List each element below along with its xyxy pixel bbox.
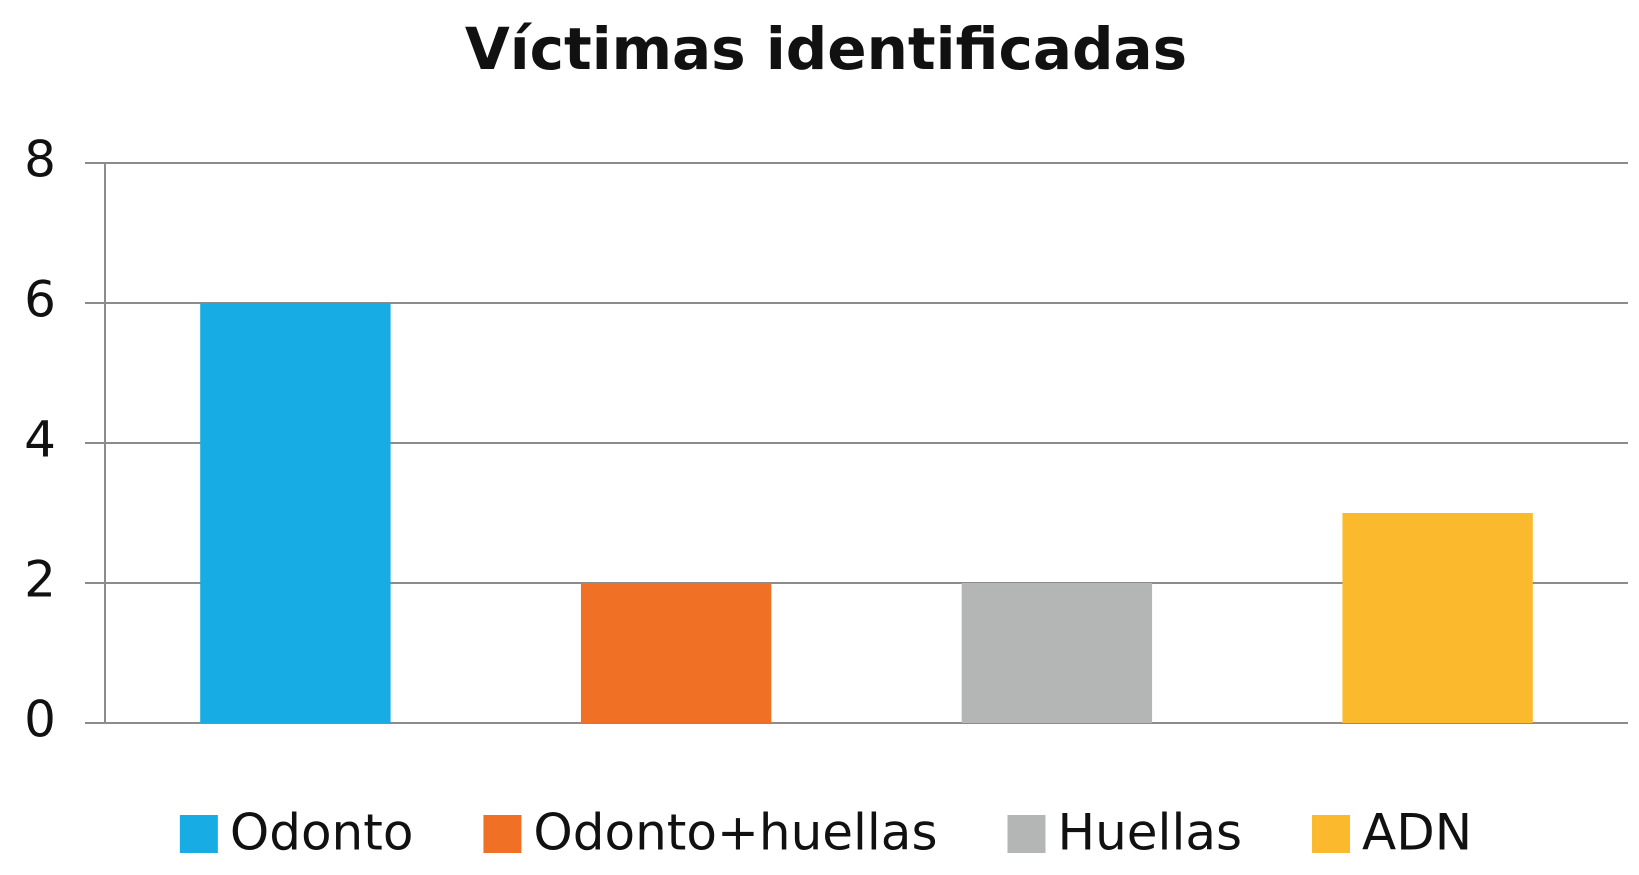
- y-tick-label: 8: [24, 131, 56, 189]
- legend-label: Odonto: [230, 804, 414, 862]
- y-tick-label: 0: [24, 691, 56, 749]
- legend-label: Huellas: [1058, 804, 1243, 862]
- legend-label: ADN: [1362, 804, 1472, 862]
- legend-swatch: [179, 815, 218, 853]
- bar: [1342, 513, 1533, 723]
- legend-label: Odonto+huellas: [533, 804, 937, 862]
- bar: [961, 583, 1153, 723]
- y-tick-label: 6: [24, 271, 56, 329]
- legend-swatch: [1312, 815, 1351, 853]
- y-tick-label: 4: [24, 411, 56, 469]
- bar: [200, 303, 391, 723]
- legend-swatch: [1007, 815, 1046, 853]
- chart-title: Víctimas identificadas: [465, 15, 1187, 83]
- legend-swatch: [483, 815, 522, 853]
- bar: [580, 583, 772, 723]
- y-tick-label: 2: [24, 551, 56, 609]
